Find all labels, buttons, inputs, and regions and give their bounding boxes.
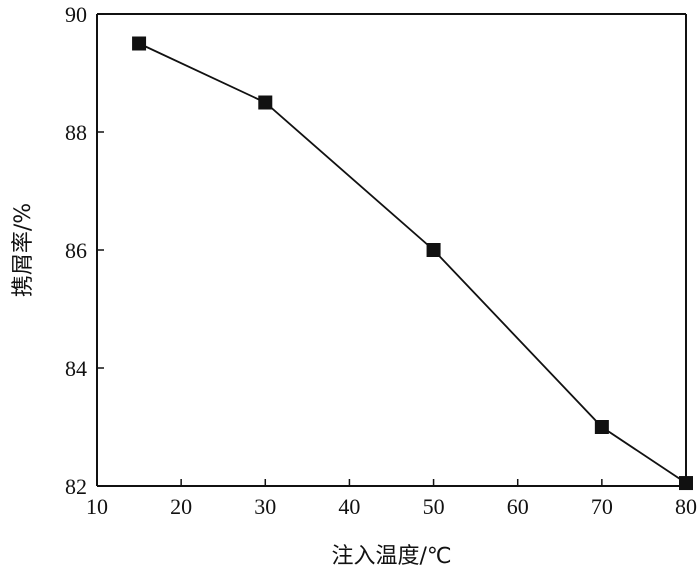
y-tick-label: 88 [65,120,87,145]
y-tick-label: 82 [65,474,87,499]
x-tick-label: 80 [675,494,697,519]
x-tick-label: 30 [254,494,276,519]
series-line [138,42,687,484]
y-tick-label: 86 [65,238,87,263]
x-tick-label: 70 [591,494,613,519]
axes [96,13,687,487]
data-point [426,243,441,257]
x-tick-label: 50 [423,494,445,519]
data-point [132,36,147,51]
data-point [594,420,609,434]
ticks: 10 20 30 40 50 60 70 80 82 84 86 88 90 [65,2,697,519]
data-point [258,95,273,110]
x-tick-label: 10 [86,494,108,519]
y-axis-title: 携屑率/% [11,203,36,297]
y-tick-label: 90 [65,2,87,27]
data-point [679,476,693,491]
x-tick-label: 20 [170,494,192,519]
x-axis-title: 注入温度/℃ [331,544,451,569]
y-tick-label: 84 [65,356,87,381]
x-tick-label: 60 [507,494,529,519]
x-tick-label: 40 [338,494,360,519]
plot-area [132,36,693,491]
